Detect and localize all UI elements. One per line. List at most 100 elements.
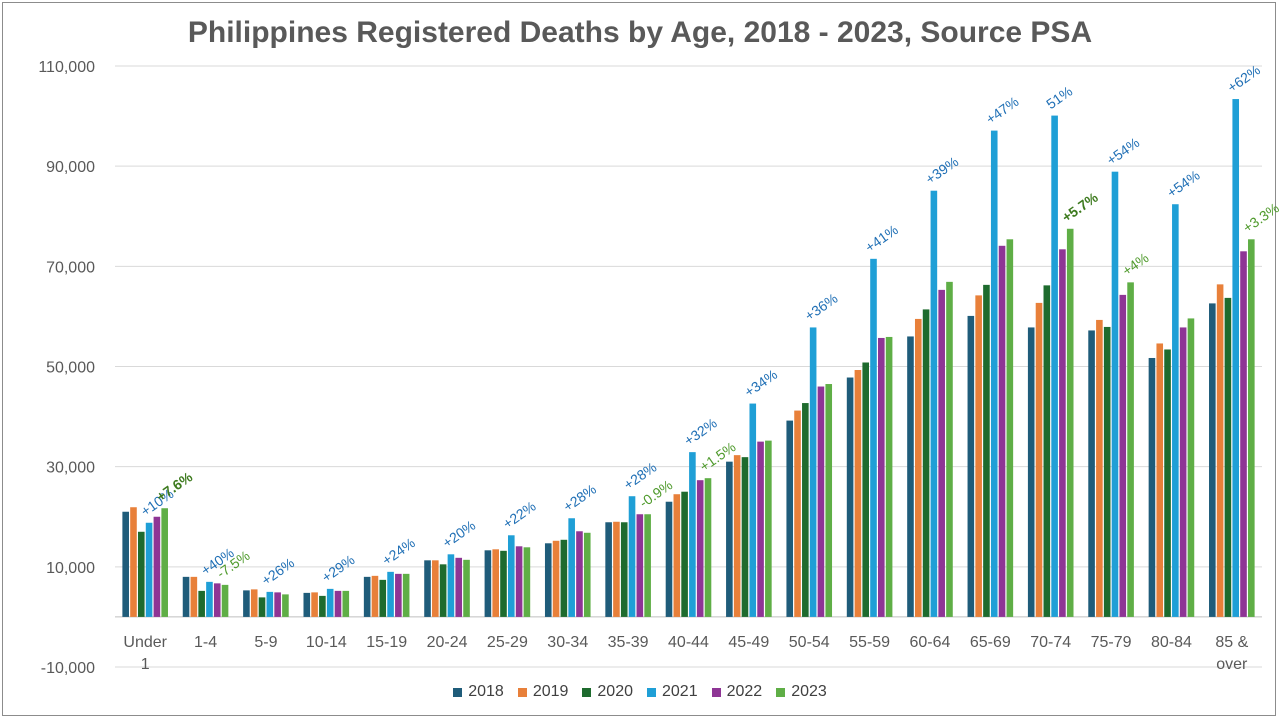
bar-2018 [1027, 327, 1035, 617]
bar-2019 [130, 507, 137, 617]
data-label: +62% [1224, 62, 1263, 96]
legend-label: 2021 [662, 683, 698, 700]
bar-2022 [153, 516, 161, 617]
bar-2019 [733, 455, 741, 617]
bar-2020 [560, 539, 568, 617]
x-tick-label: 45-49 [728, 634, 769, 651]
legend: 2018 2019 2020 2021 2022 2023 [0, 683, 1280, 701]
bar-2019 [311, 592, 318, 617]
bar-2022 [817, 386, 825, 617]
bar-2023 [885, 336, 893, 617]
x-tick-label: 5-9 [254, 634, 277, 651]
bar-2018 [243, 590, 250, 617]
bar-2021 [1172, 204, 1179, 617]
data-label: +47% [983, 93, 1022, 127]
bar-2021 [689, 452, 696, 617]
bar-2023 [1066, 228, 1074, 617]
legend-swatch [711, 687, 721, 697]
bar-2019 [432, 560, 439, 617]
bar-2021 [1232, 99, 1240, 617]
bar-2019 [250, 589, 258, 617]
bar-2021 [387, 571, 394, 617]
x-tick-label: 70-74 [1030, 634, 1071, 651]
bar-2023 [402, 573, 410, 617]
x-tick-label: 10-14 [306, 634, 347, 651]
bar-2018 [726, 461, 733, 617]
bar-2020 [862, 362, 870, 617]
bar-2020 [1224, 297, 1232, 617]
y-tick-label: 50,000 [46, 360, 95, 377]
x-tick-label: 80-84 [1151, 634, 1192, 651]
x-tick-label: 25-29 [487, 634, 528, 651]
bar-2020 [802, 403, 809, 617]
bar-2019 [613, 521, 620, 617]
bar-2020 [1103, 326, 1111, 617]
bar-2021 [507, 535, 515, 617]
x-tick-label: 50-54 [789, 634, 830, 651]
x-tick-label: 35-39 [608, 634, 649, 651]
bar-2023 [1187, 318, 1195, 617]
bar-2020 [620, 522, 628, 617]
data-label: +34% [741, 366, 780, 400]
data-label: +20% [439, 517, 478, 551]
bar-2022 [1240, 251, 1247, 617]
bar-2019 [1096, 319, 1103, 617]
data-label: +4% [1119, 249, 1151, 278]
bar-2018 [424, 560, 431, 617]
bar-2020 [319, 595, 326, 617]
x-tick-label: 40-44 [668, 634, 709, 651]
bar-2018 [846, 377, 854, 617]
bar-2020 [500, 550, 507, 617]
bar-2020 [741, 457, 749, 617]
bar-2020 [439, 564, 447, 617]
legend-label: 2019 [532, 683, 569, 700]
bar-2023 [765, 440, 772, 617]
bar-2022 [878, 337, 885, 617]
x-tick-label: 65-69 [970, 634, 1011, 651]
x-tick-label: 15-19 [366, 634, 407, 651]
y-tick-label: 70,000 [46, 259, 95, 276]
bar-2023 [463, 559, 470, 617]
bar-2019 [673, 494, 681, 617]
bar-2021 [1051, 115, 1058, 617]
bar-2019 [492, 549, 499, 617]
bar-2019 [794, 410, 801, 617]
y-tick-label: 10,000 [46, 560, 95, 577]
y-tick-label: 110,000 [38, 59, 95, 76]
bar-2023 [704, 478, 712, 617]
bar-2021 [447, 554, 455, 617]
data-label: +29% [319, 551, 358, 585]
bar-2022 [696, 480, 704, 617]
bar-2019 [371, 575, 379, 617]
bar-2021 [809, 327, 817, 617]
data-label: +3.3% [1240, 200, 1280, 236]
bar-2022 [334, 590, 342, 617]
data-label: +54% [1104, 134, 1143, 168]
bar-2020 [681, 491, 688, 617]
bar-2018 [1209, 303, 1216, 617]
bar-2018 [907, 336, 914, 617]
bar-2022 [938, 289, 945, 617]
bar-2018 [665, 501, 673, 617]
legend-label: 2018 [468, 683, 504, 700]
data-label: +39% [922, 153, 961, 187]
data-label: +32% [681, 415, 720, 449]
bar-2023 [1127, 282, 1134, 617]
bar-2019 [975, 295, 982, 617]
legend-label: 2022 [726, 683, 763, 700]
bar-2018 [967, 315, 975, 617]
bar-2022 [455, 557, 463, 617]
legend-swatch [582, 687, 592, 697]
bar-2022 [998, 245, 1006, 617]
bar-2021 [749, 403, 757, 617]
data-label: +54% [1164, 167, 1203, 201]
legend-swatch [517, 687, 527, 697]
x-tick-label: 30-34 [547, 634, 588, 651]
bar-2022 [1179, 327, 1187, 617]
bar-2023 [583, 532, 591, 617]
bar-2021 [1111, 171, 1119, 617]
bar-2018 [786, 420, 794, 617]
bar-2021 [628, 496, 636, 617]
chart-title: Philippines Registered Deaths by Age, 20… [187, 16, 1093, 49]
x-tick-label: 1-4 [194, 634, 217, 651]
